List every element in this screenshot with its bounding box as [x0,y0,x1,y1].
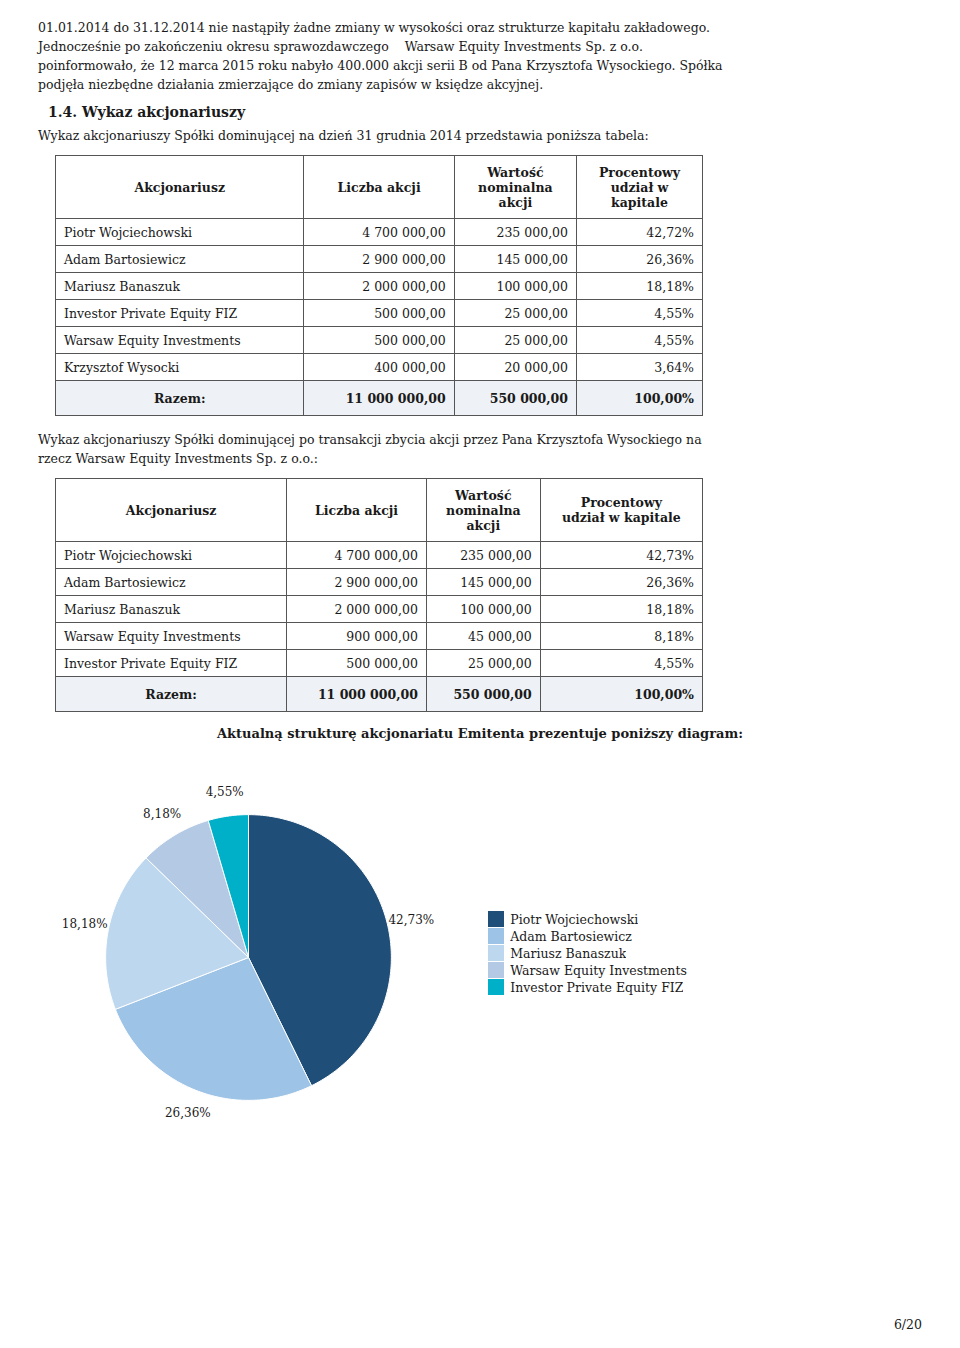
html-text:26,36%: 26,36% [646,251,694,267]
svg-text:42,73%: 42,73% [388,912,434,926]
html-text:900 000,00: 900 000,00 [346,628,418,644]
html-text:Liczba akcji: Liczba akcji [315,502,399,518]
html-text:podjęła niezbędne działania zm: podjęła niezbędne działania zmierzające … [38,77,544,92]
html-text:Wykaz akcjonariuszy Spółki dom: Wykaz akcjonariuszy Spółki dominującej n… [38,128,649,143]
html-text:100 000,00: 100 000,00 [460,601,532,617]
html-text:2 900 000,00: 2 900 000,00 [362,251,446,267]
html-text:Mariusz Banaszuk: Mariusz Banaszuk [510,945,627,961]
html-text:25 000,00: 25 000,00 [504,305,568,321]
html-text:4 700 000,00: 4 700 000,00 [334,547,418,563]
html-text:235 000,00: 235 000,00 [460,547,532,563]
svg-text:8,18%: 8,18% [143,807,181,821]
html-text:4,55%: 4,55% [654,332,694,348]
html-text:550 000,00: 550 000,00 [453,686,532,702]
html-text:100,00%: 100,00% [634,390,694,406]
html-text:145 000,00: 145 000,00 [496,251,568,267]
html-text:26,36%: 26,36% [646,574,694,590]
html-text:500 000,00: 500 000,00 [374,305,446,321]
html-text:Krzysztof Wysocki: Krzysztof Wysocki [64,359,180,375]
html-text:25 000,00: 25 000,00 [468,655,532,671]
html-text:Razem:: Razem: [153,390,206,406]
html-text:18,18%: 18,18% [646,278,694,294]
svg-text:18,18%: 18,18% [62,917,108,931]
html-text:2 000 000,00: 2 000 000,00 [334,601,418,617]
html-text:rzecz Warsaw Equity Investment: rzecz Warsaw Equity Investments Sp. z o.… [38,451,318,466]
html-text:Razem:: Razem: [145,686,197,702]
html-text:Investor Private Equity FIZ: Investor Private Equity FIZ [510,979,684,995]
html-text:20 000,00: 20 000,00 [504,359,568,375]
html-text:Wykaz akcjonariuszy Spółki dom: Wykaz akcjonariuszy Spółki dominującej p… [38,432,702,447]
html-text:Jednocześnie po zakończeniu ok: Jednocześnie po zakończeniu okresu spraw… [38,39,643,54]
html-text:4,55%: 4,55% [654,655,694,671]
html-text:2 900 000,00: 2 900 000,00 [334,574,418,590]
html-text:Procentowy udział w kapitale: Procentowy udział w kapitale [598,164,681,210]
html-text:Warsaw Equity Investments: Warsaw Equity Investments [64,628,241,644]
html-text:11 000 000,00: 11 000 000,00 [317,686,418,702]
html-text:Warsaw Equity Investments: Warsaw Equity Investments [64,332,241,348]
html-text:Wartość nominalna akcji: Wartość nominalna akcji [478,164,553,210]
html-text:550 000,00: 550 000,00 [489,390,568,406]
html-text:6/20: 6/20 [893,1317,922,1332]
html-text:4 700 000,00: 4 700 000,00 [362,224,446,240]
html-text:Akcjonariusz: Akcjonariusz [125,502,217,518]
html-text:Adam Bartosiewicz: Adam Bartosiewicz [510,928,632,944]
html-text:100,00%: 100,00% [634,686,694,702]
html-text:145 000,00: 145 000,00 [460,574,532,590]
html-text:Adam Bartosiewicz: Adam Bartosiewicz [64,574,186,590]
html-text:Mariusz Banaszuk: Mariusz Banaszuk [64,278,180,294]
html-text:Warsaw Equity Investments: Warsaw Equity Investments [510,962,687,978]
html-text:11 000 000,00: 11 000 000,00 [345,390,446,406]
html-text:Procentowy udział w kapitale: Procentowy udział w kapitale [561,495,681,525]
html-text:Mariusz Banaszuk: Mariusz Banaszuk [64,601,180,617]
html-text:45 000,00: 45 000,00 [468,628,532,644]
html-text:18,18%: 18,18% [646,601,694,617]
html-text:Wartość nominalna akcji: Wartość nominalna akcji [446,487,521,533]
html-text:Piotr Wojciechowski: Piotr Wojciechowski [64,547,192,563]
html-text:Liczba akcji: Liczba akcji [337,179,421,195]
html-text:Piotr Wojciechowski: Piotr Wojciechowski [510,911,639,927]
html-text:01.01.2014 do 31.12.2014 nie n: 01.01.2014 do 31.12.2014 nie nastąpiły ż… [38,20,710,35]
html-text:42,73%: 42,73% [646,547,694,563]
html-text:3,64%: 3,64% [654,359,694,375]
html-text:4,55%: 4,55% [654,305,694,321]
html-text:8,18%: 8,18% [654,628,694,644]
svg-text:26,36%: 26,36% [165,1106,211,1120]
html-text:Akcjonariusz: Akcjonariusz [134,179,225,195]
html-text:500 000,00: 500 000,00 [346,655,418,671]
html-text:42,72%: 42,72% [646,224,694,240]
html-text:100 000,00: 100 000,00 [496,278,568,294]
html-text:Adam Bartosiewicz: Adam Bartosiewicz [64,251,186,267]
html-text:235 000,00: 235 000,00 [496,224,568,240]
html-text:400 000,00: 400 000,00 [374,359,446,375]
html-text:Piotr Wojciechowski: Piotr Wojciechowski [64,224,192,240]
html-text:2 000 000,00: 2 000 000,00 [362,278,446,294]
html-text:poinformowało, że 12 marca 201: poinformowało, że 12 marca 2015 roku nab… [38,58,723,73]
html-text:Aktualną strukturę akcjonariat: Aktualną strukturę akcjonariatu Emitenta… [217,726,743,741]
svg-text:4,55%: 4,55% [206,785,244,799]
html-text:Investor Private Equity FIZ: Investor Private Equity FIZ [64,305,238,321]
html-text:1.4. Wykaz akcjonariuszy: 1.4. Wykaz akcjonariuszy [48,104,245,120]
html-text:Investor Private Equity FIZ: Investor Private Equity FIZ [64,655,238,671]
html-text:500 000,00: 500 000,00 [374,332,446,348]
html-text:25 000,00: 25 000,00 [504,332,568,348]
